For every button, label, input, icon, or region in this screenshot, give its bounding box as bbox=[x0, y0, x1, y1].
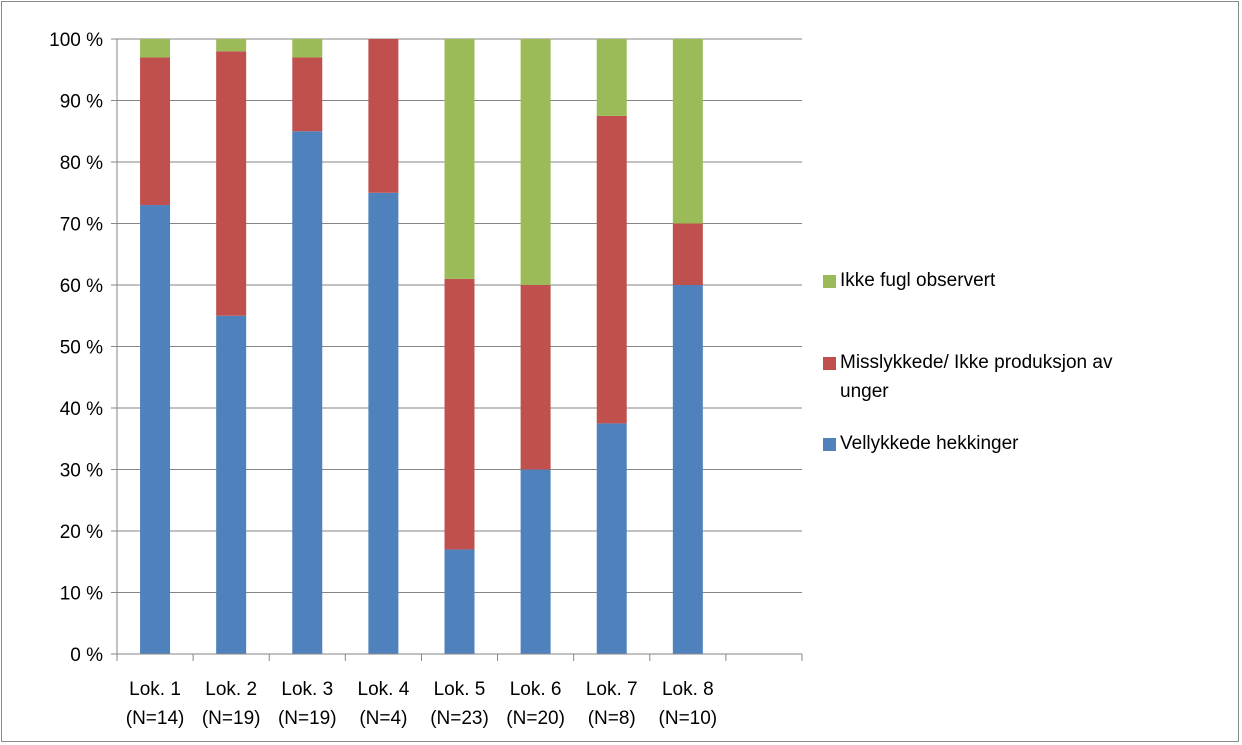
axes bbox=[111, 38, 803, 661]
x-tick-label: (N=4) bbox=[359, 708, 407, 729]
legend-label: unger bbox=[840, 381, 889, 402]
bar-segment bbox=[672, 39, 703, 224]
bars bbox=[140, 39, 703, 655]
x-tick-label: (N=8) bbox=[588, 708, 636, 729]
bar-segment bbox=[596, 423, 627, 654]
x-tick-label: (N=14) bbox=[126, 708, 185, 729]
y-tick-label: 100 % bbox=[49, 30, 103, 51]
x-tick-label: (N=20) bbox=[506, 708, 565, 729]
legend-swatch bbox=[823, 275, 836, 288]
bar-segment bbox=[596, 115, 627, 424]
bar-segment bbox=[216, 315, 247, 654]
bar-segment bbox=[140, 57, 171, 206]
y-tick-label: 20 % bbox=[60, 522, 103, 543]
bar-segment bbox=[216, 39, 247, 52]
bar-segment bbox=[140, 205, 171, 655]
x-tick-label: Lok. 5 bbox=[434, 679, 486, 700]
legend: Ikke fugl observert Misslykkede/ Ikke pro… bbox=[823, 270, 1113, 454]
x-tick-label: Lok. 8 bbox=[662, 679, 714, 700]
x-tick-label: Lok. 3 bbox=[281, 679, 333, 700]
x-tick-label: Lok. 1 bbox=[129, 679, 181, 700]
x-tick-label: Lok. 2 bbox=[205, 679, 257, 700]
legend-swatch bbox=[823, 438, 836, 451]
y-tick-label: 80 % bbox=[60, 153, 103, 174]
bar-segment bbox=[672, 285, 703, 654]
bar-segment bbox=[444, 39, 475, 279]
bar-segment bbox=[596, 39, 627, 116]
y-tick-label: 50 % bbox=[60, 338, 103, 359]
legend-label: Ikke fugl observert bbox=[840, 270, 996, 291]
y-tick-label: 0 % bbox=[70, 645, 103, 666]
x-tick-label: (N=19) bbox=[202, 708, 261, 729]
bar-segment bbox=[216, 51, 247, 316]
x-axis-tick-labels: Lok. 1 (N=14) Lok. 2 (N=19) Lok. 3 (N=19) Lok.… bbox=[126, 679, 717, 729]
x-tick-label: Lok. 6 bbox=[510, 679, 562, 700]
bar-segment bbox=[520, 39, 551, 285]
y-axis-tick-labels: 0 % 10 % 20 % 30 % 40 % 50 % 60 % 70 % 80 % 90 % 1… bbox=[49, 30, 103, 666]
bar-segment bbox=[140, 39, 171, 58]
x-tick-label: (N=10) bbox=[659, 708, 718, 729]
y-tick-label: 70 % bbox=[60, 215, 103, 236]
bar-segment bbox=[368, 192, 399, 654]
x-tick-label: Lok. 7 bbox=[586, 679, 638, 700]
bar-segment bbox=[292, 39, 323, 58]
y-tick-label: 40 % bbox=[60, 399, 103, 420]
legend-label: Misslykkede/ Ikke produksjon av bbox=[840, 352, 1113, 373]
bar-segment bbox=[672, 223, 703, 285]
bar-segment bbox=[292, 57, 323, 132]
x-tick-label: Lok. 4 bbox=[358, 679, 410, 700]
legend-swatch bbox=[823, 357, 836, 370]
x-tick-label: (N=23) bbox=[430, 708, 489, 729]
y-tick-label: 10 % bbox=[60, 584, 103, 605]
y-tick-label: 60 % bbox=[60, 276, 103, 297]
y-tick-label: 90 % bbox=[60, 92, 103, 113]
bar-segment bbox=[444, 549, 475, 654]
legend-label: Vellykkede hekkinger bbox=[840, 433, 1019, 454]
x-tick-label: (N=19) bbox=[278, 708, 337, 729]
y-tick-label: 30 % bbox=[60, 461, 103, 482]
bar-segment bbox=[444, 278, 475, 550]
bar-segment bbox=[520, 469, 551, 654]
bar-segment bbox=[368, 39, 399, 193]
bar-segment bbox=[292, 131, 323, 654]
bar-segment bbox=[520, 285, 551, 470]
